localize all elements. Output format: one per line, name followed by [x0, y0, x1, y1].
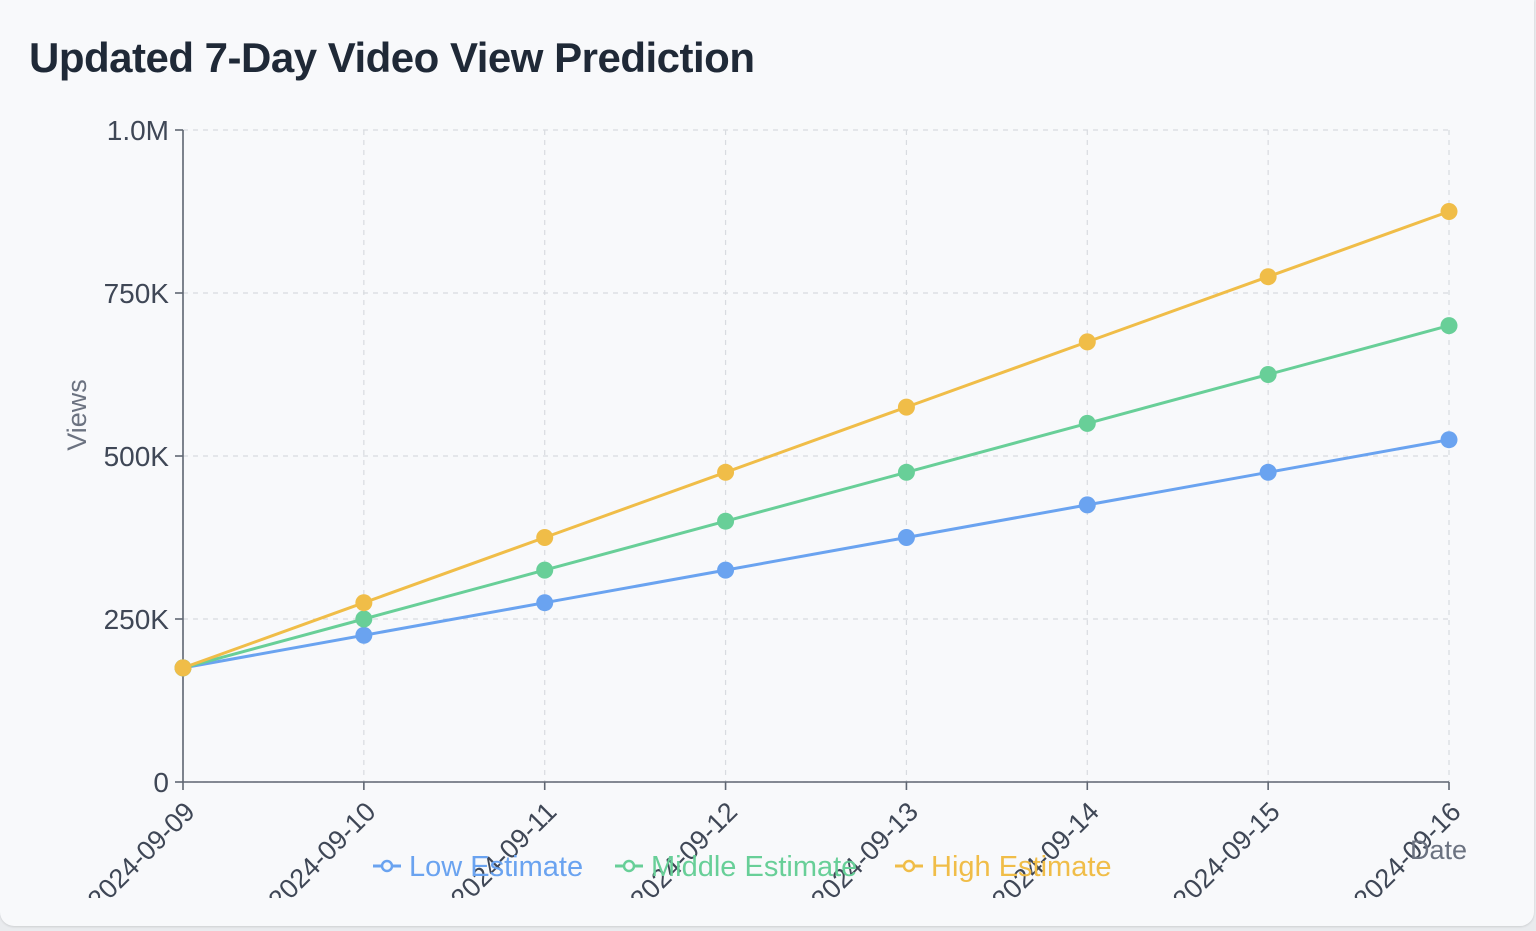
chart-title: Updated 7-Day Video View Prediction	[29, 34, 755, 81]
data-point	[355, 626, 373, 644]
data-point	[1078, 333, 1096, 351]
data-point	[1440, 317, 1458, 335]
y-tick-label: 250K	[104, 604, 170, 635]
data-point	[355, 594, 373, 612]
data-point	[1259, 463, 1277, 481]
series-lines	[174, 203, 1458, 677]
data-point	[174, 659, 192, 677]
data-point	[897, 529, 915, 546]
data-point	[897, 463, 915, 481]
data-point	[536, 561, 554, 579]
data-point	[1078, 414, 1096, 432]
data-point	[717, 512, 735, 530]
legend-item-middle-estimate[interactable]: Middle Estimate	[615, 851, 857, 883]
x-tick-label: 2024-09-10	[263, 796, 382, 915]
axes: 0 250K 500K 750K 1.0M	[104, 115, 1450, 798]
legend-swatch-marker	[380, 859, 394, 873]
y-tick-label: 500K	[104, 441, 170, 472]
data-point	[536, 594, 554, 612]
x-axis-title: Date	[1410, 835, 1467, 865]
legend-label: Middle Estimate	[651, 851, 857, 883]
y-tick-label: 1.0M	[107, 115, 169, 146]
data-point	[897, 398, 915, 416]
grid-lines	[182, 129, 1450, 783]
x-tick-label: 2024-09-15	[1167, 796, 1286, 915]
legend-label: Low Estimate	[409, 851, 583, 883]
data-point	[355, 610, 373, 628]
y-tick-label: 0	[153, 767, 169, 798]
data-point	[1259, 268, 1277, 286]
y-tick-label: 750K	[104, 278, 170, 309]
series-line-low-estimate	[182, 438, 1450, 670]
x-tick-label: 2024-09-09	[82, 796, 201, 915]
series-line-middle-estimate	[182, 324, 1450, 670]
data-point	[1078, 496, 1096, 514]
legend-swatch-marker	[622, 859, 636, 873]
legend-swatch-marker	[902, 859, 916, 873]
legend-item-high-estimate[interactable]: High Estimate	[895, 851, 1112, 883]
legend-label: High Estimate	[931, 851, 1112, 883]
legend-item-low-estimate[interactable]: Low Estimate	[373, 851, 583, 883]
data-point	[717, 463, 735, 481]
y-axis-title: Views	[62, 379, 92, 451]
series-line-high-estimate	[182, 210, 1450, 670]
data-point	[1440, 203, 1458, 220]
data-point	[1440, 431, 1458, 449]
data-point	[1259, 366, 1277, 383]
data-point	[536, 529, 554, 546]
legend[interactable]: Low Estimate Middle Estimate High Estimate	[373, 851, 1112, 883]
data-point	[717, 561, 735, 579]
